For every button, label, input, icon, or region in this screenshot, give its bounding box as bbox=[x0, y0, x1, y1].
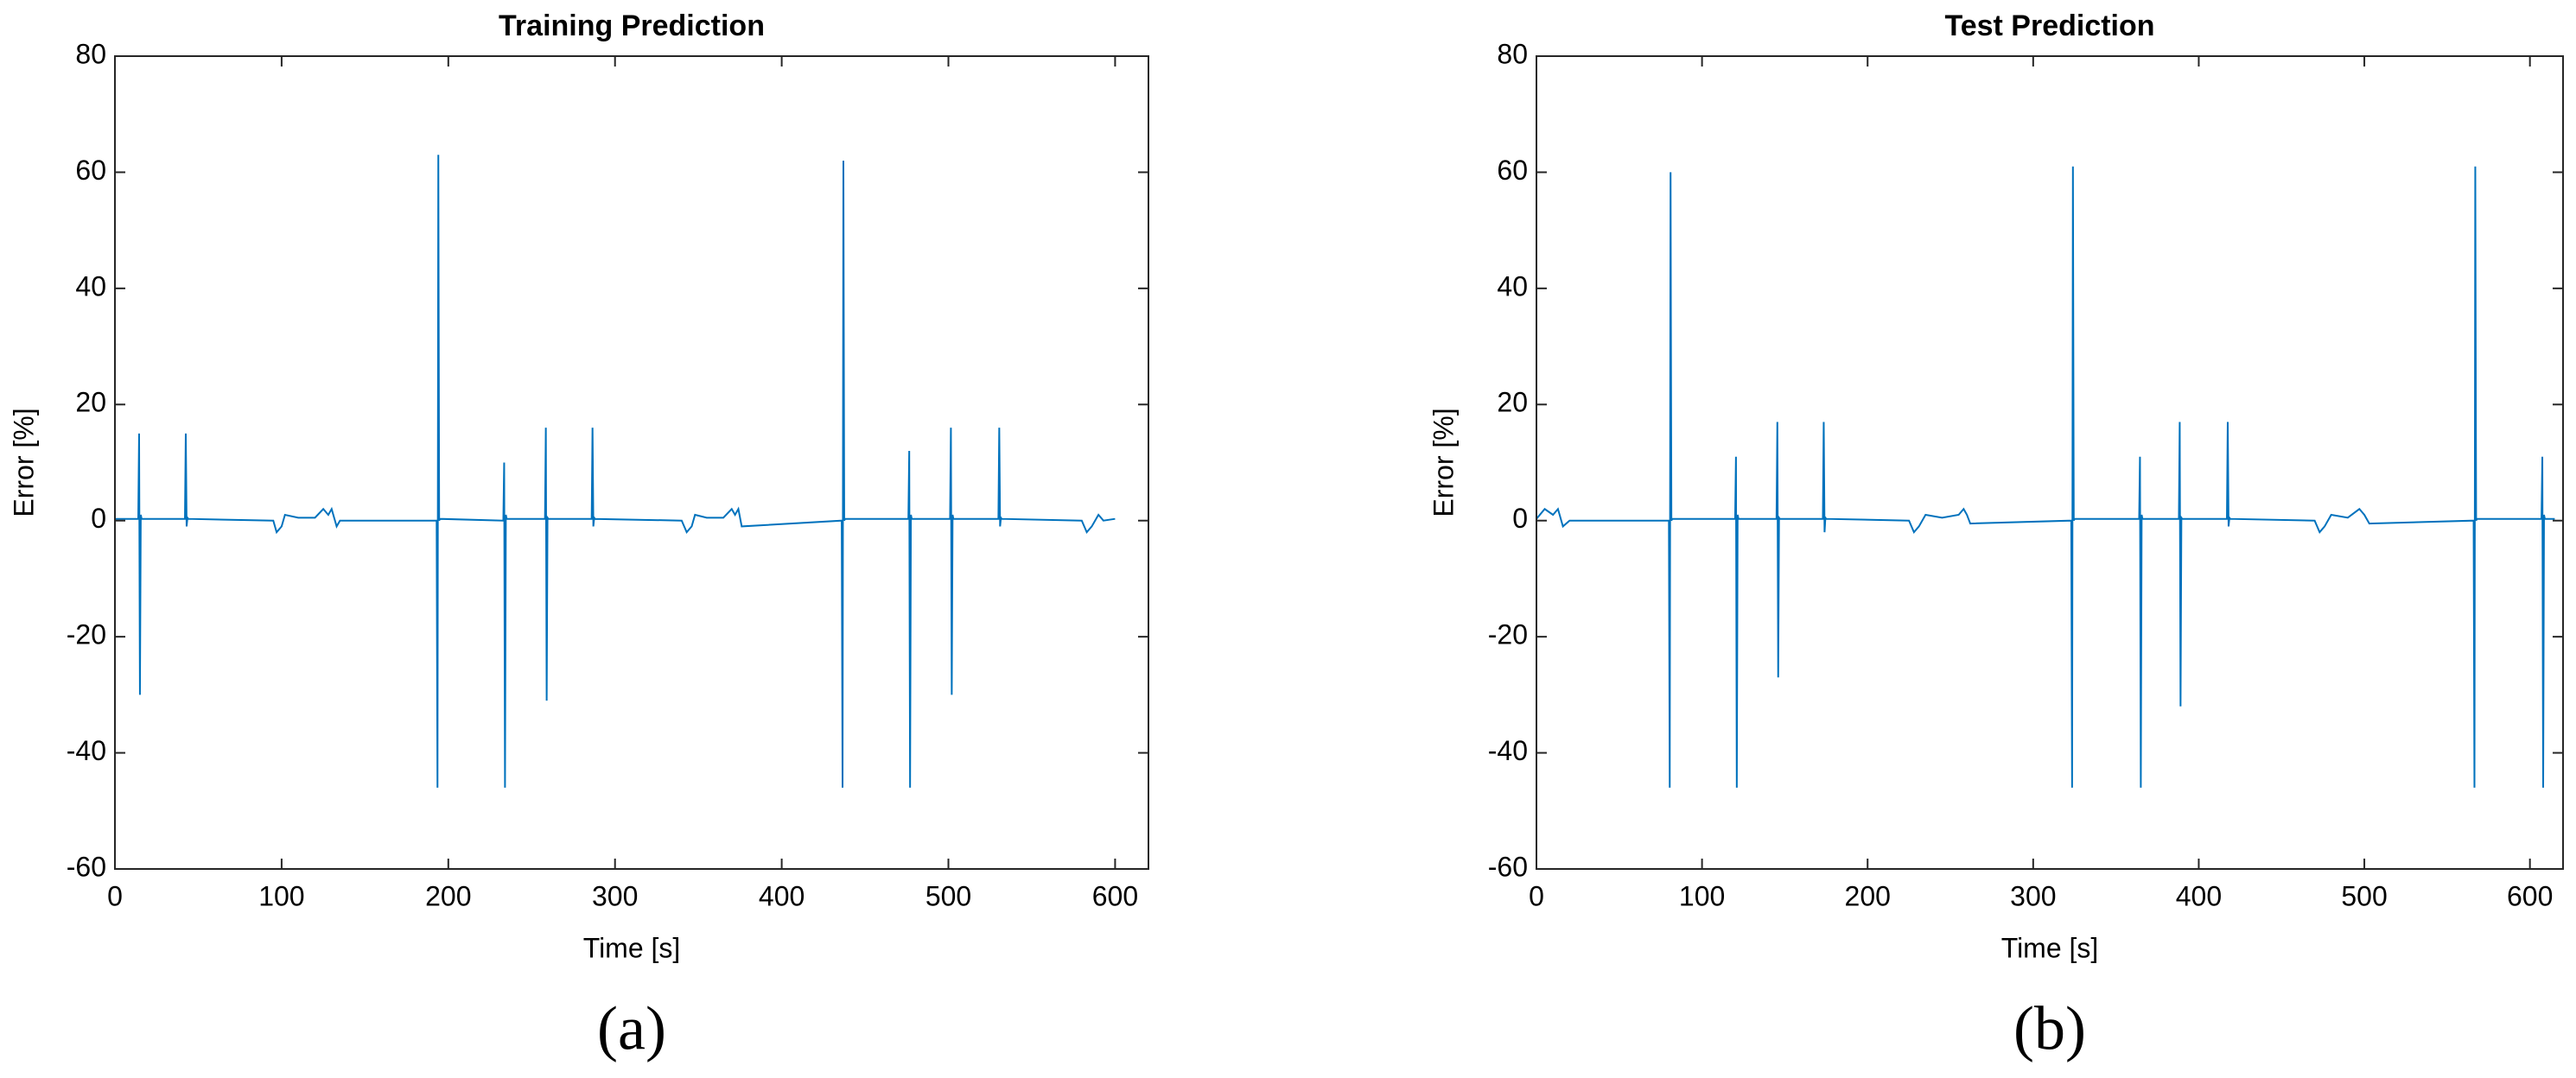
y-tick-label: 40 bbox=[75, 270, 106, 301]
y-axis-label: Error [%] bbox=[1428, 408, 1459, 517]
x-tick-label: 200 bbox=[1845, 880, 1891, 911]
x-tick-label: 500 bbox=[925, 880, 971, 911]
y-tick-label: -40 bbox=[1488, 735, 1528, 766]
y-tick-label: -20 bbox=[67, 619, 106, 650]
chart-title: Test Prediction bbox=[1944, 10, 2154, 42]
y-tick-label: -20 bbox=[1488, 619, 1528, 650]
y-tick-label: 40 bbox=[1497, 270, 1528, 301]
y-tick-label: 80 bbox=[75, 38, 106, 69]
y-tick-label: -60 bbox=[1488, 851, 1528, 882]
y-tick-label: 60 bbox=[1497, 155, 1528, 186]
x-tick-label: 300 bbox=[592, 880, 638, 911]
y-tick-label: -60 bbox=[67, 851, 106, 882]
x-tick-label: 0 bbox=[1529, 880, 1544, 911]
y-tick-label: 60 bbox=[75, 155, 106, 186]
chart-title: Training Prediction bbox=[499, 10, 765, 42]
y-tick-label: 0 bbox=[1512, 503, 1528, 534]
y-tick-label: 0 bbox=[91, 503, 106, 534]
y-tick-label: 20 bbox=[75, 387, 106, 418]
line bbox=[115, 155, 1116, 788]
axes-box bbox=[1536, 55, 2564, 870]
panel-label: (b) bbox=[2013, 994, 2086, 1063]
y-tick-label: 80 bbox=[1497, 38, 1528, 69]
y-axis-label: Error [%] bbox=[8, 408, 39, 517]
x-tick-label: 600 bbox=[2507, 880, 2553, 911]
x-tick-label: 0 bbox=[107, 880, 123, 911]
x-tick-label: 400 bbox=[2176, 880, 2222, 911]
x-tick-label: 100 bbox=[258, 880, 304, 911]
x-tick-label: 300 bbox=[2010, 880, 2056, 911]
y-tick-label: 20 bbox=[1497, 387, 1528, 418]
x-tick-label: 200 bbox=[425, 880, 471, 911]
line bbox=[1536, 166, 2555, 788]
x-axis-label: Time [s] bbox=[2001, 932, 2099, 963]
axes-box bbox=[114, 55, 1149, 870]
x-tick-label: 500 bbox=[2341, 880, 2387, 911]
x-tick-label: 600 bbox=[1092, 880, 1138, 911]
x-axis-label: Time [s] bbox=[583, 932, 681, 963]
panel-label: (a) bbox=[597, 994, 666, 1063]
y-tick-label: -40 bbox=[67, 735, 106, 766]
x-tick-label: 400 bbox=[759, 880, 805, 911]
x-tick-label: 100 bbox=[1679, 880, 1725, 911]
